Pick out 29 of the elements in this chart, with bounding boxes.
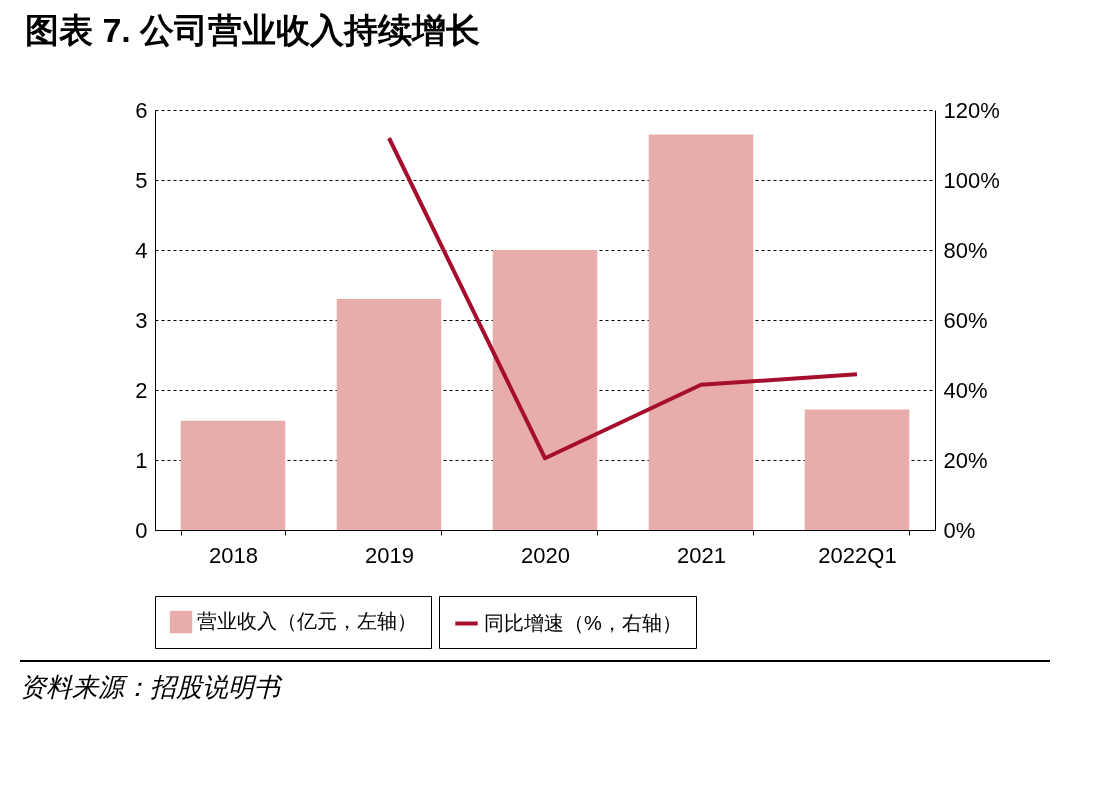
y2-tick-label: 0% xyxy=(943,517,976,543)
line-series xyxy=(387,136,859,461)
y2-tick-label: 100% xyxy=(943,167,1000,193)
y-tick-label: 6 xyxy=(135,97,148,123)
y-tick-label: 1 xyxy=(135,447,148,473)
bar xyxy=(492,250,598,530)
chart-title: 图表 7. 公司营业收入持续增长 xyxy=(25,11,481,49)
bar xyxy=(804,409,910,530)
x-tick-label: 2020 xyxy=(521,542,570,568)
x-tick-label: 2022Q1 xyxy=(818,542,897,568)
x-tick-label: 2021 xyxy=(677,542,726,568)
legend-label: 同比增速（%，右轴） xyxy=(484,611,682,634)
bar xyxy=(648,134,754,530)
x-tick-label: 2019 xyxy=(365,542,414,568)
y2-tick-label: 120% xyxy=(943,97,1000,123)
y-tick-label: 2 xyxy=(135,377,148,403)
y2-tick-label: 60% xyxy=(943,307,988,333)
y-tick-label: 5 xyxy=(135,167,148,193)
text: 资料来源：招股说明书 xyxy=(20,660,1050,705)
bar xyxy=(336,299,442,530)
y2-tick-label: 80% xyxy=(943,237,988,263)
y-tick-label: 0 xyxy=(135,517,148,543)
y2-tick-label: 40% xyxy=(943,377,988,403)
legend-label: 营业收入（亿元，左轴） xyxy=(197,610,417,632)
y2-tick-label: 20% xyxy=(943,447,988,473)
y-tick-label: 4 xyxy=(135,237,148,263)
y-tick-label: 3 xyxy=(135,307,148,333)
x-tick-label: 2018 xyxy=(209,542,258,568)
bar xyxy=(180,420,286,530)
